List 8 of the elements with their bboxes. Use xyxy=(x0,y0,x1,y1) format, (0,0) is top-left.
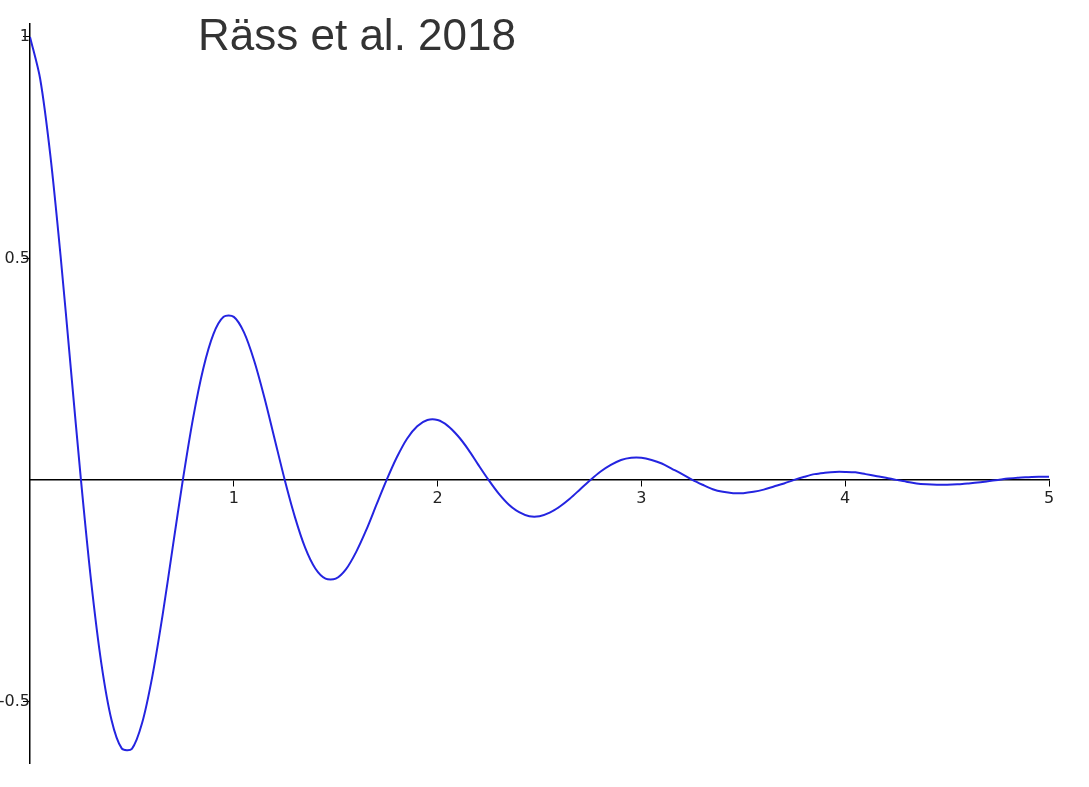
y-tick-label: 0.5 xyxy=(4,247,30,267)
x-tick-label: 5 xyxy=(1043,487,1055,507)
x-tick-label: 2 xyxy=(432,487,443,507)
x-tick-label: 4 xyxy=(840,487,851,507)
x-tick-label: 1 xyxy=(228,487,239,507)
y-tick-label: -0.5 xyxy=(0,690,30,710)
chart-title: Räss et al. 2018 xyxy=(198,10,516,60)
x-tick-label: 3 xyxy=(636,487,647,507)
